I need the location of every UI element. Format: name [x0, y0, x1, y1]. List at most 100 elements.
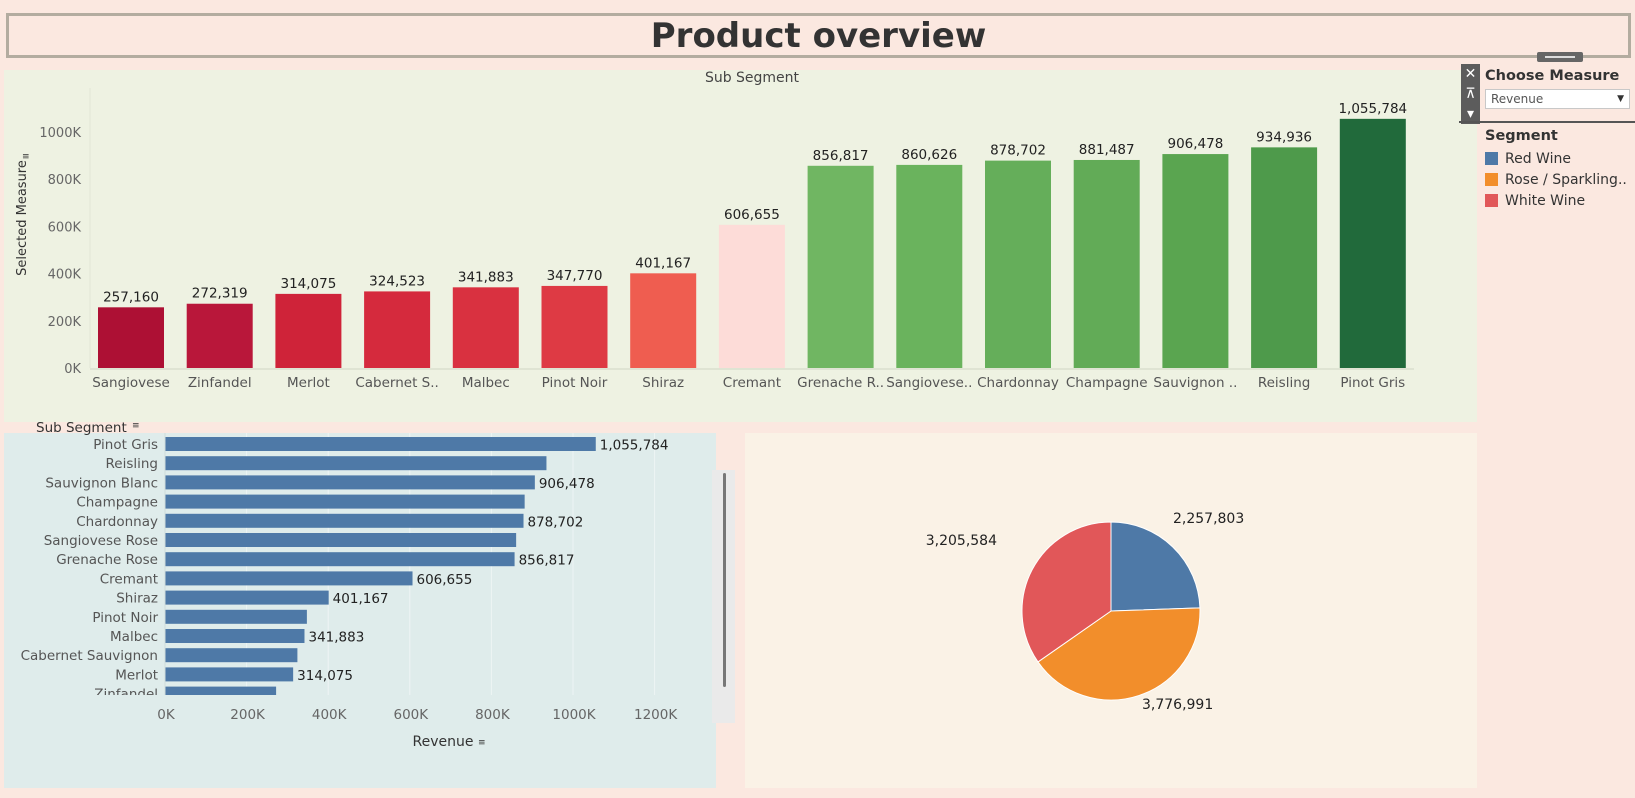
category-label: Chardonnay	[76, 514, 158, 530]
data-label: 401,167	[635, 255, 691, 271]
bar-chart-scroll-thumb[interactable]	[723, 473, 726, 687]
column-bar[interactable]	[896, 164, 963, 368]
legend-label: Red Wine	[1505, 150, 1571, 167]
category-label: Sangiovese Rose	[44, 533, 158, 549]
chart-title: Sub Segment	[705, 70, 800, 86]
category-label: Malbec	[110, 629, 158, 645]
legend-item-white-wine[interactable]: White Wine	[1485, 190, 1627, 211]
data-label: 606,655	[417, 572, 473, 588]
revenue-bar[interactable]	[165, 494, 525, 509]
revenue-bar-chart-panel: Sub Segment ≡ Pinot Gris 1,055,784 Reisling S…	[4, 420, 716, 788]
dropdown-icon[interactable]: ▾	[1466, 106, 1475, 122]
column-bar[interactable]	[630, 273, 697, 368]
revenue-bar-chart[interactable]: Sub Segment ≡ Pinot Gris 1,055,784 Reisling S…	[4, 420, 716, 788]
pie-slice[interactable]	[1110, 521, 1201, 612]
x-tick-label: 800K	[475, 707, 511, 723]
revenue-bar[interactable]	[165, 475, 535, 490]
column-bar[interactable]	[985, 160, 1051, 368]
column-bar[interactable]	[275, 293, 342, 368]
close-icon[interactable]: ✕	[1464, 66, 1477, 82]
x-tick-label: Pinot Gris	[1340, 375, 1405, 391]
column-bar[interactable]	[1251, 147, 1318, 368]
data-label: 856,817	[519, 553, 575, 569]
filter-toolbar: ✕ ⊼ ▾	[1461, 64, 1480, 124]
y-tick-label: 0K	[64, 362, 81, 377]
pie-slice[interactable]	[1037, 607, 1201, 701]
x-tick-label: Zinfandel	[188, 375, 252, 391]
pie-slice[interactable]	[1021, 521, 1112, 663]
x-tick-label: Merlot	[287, 375, 330, 391]
y-axis-label: Selected Measure	[15, 160, 30, 276]
data-label: 347,770	[547, 268, 603, 284]
revenue-bar[interactable]	[165, 571, 413, 586]
x-tick-label: 600K	[393, 707, 429, 723]
segment-legend: Segment Red Wine Rose / Sparkling.. Whit…	[1485, 128, 1627, 211]
data-label: 1,055,784	[600, 438, 669, 454]
data-label: 341,883	[308, 630, 364, 646]
column-bar[interactable]	[541, 285, 608, 368]
x-tick-label: 400K	[312, 707, 348, 723]
data-label: 606,655	[724, 207, 780, 223]
pin-icon[interactable]: ⊼	[1465, 86, 1476, 102]
legend-label: Rose / Sparkling..	[1505, 171, 1627, 188]
y-tick-label: 800K	[48, 173, 82, 188]
drag-handle[interactable]	[1537, 52, 1583, 62]
x-tick-label: Grenache R..	[797, 375, 884, 391]
x-tick-label: Cabernet S..	[355, 375, 439, 391]
dashboard-title-bar: Product overview	[6, 13, 1631, 58]
column-bar[interactable]	[1073, 159, 1140, 368]
category-label: Grenache Rose	[56, 552, 158, 568]
column-bar[interactable]	[452, 287, 519, 368]
y-tick-label: 400K	[48, 268, 82, 283]
x-tick-label: Reisling	[1258, 375, 1311, 391]
legend-label: White Wine	[1505, 192, 1586, 209]
revenue-bar[interactable]	[165, 609, 307, 624]
x-tick-label: Shiraz	[642, 375, 684, 391]
axis-background	[4, 695, 716, 788]
column-bar[interactable]	[1162, 154, 1229, 368]
x-tick-label: Cremant	[723, 375, 781, 391]
data-label: 314,075	[297, 668, 353, 684]
pie-data-label: 3,205,584	[926, 533, 997, 549]
sub-segment-column-chart[interactable]: Sub Segment Selected Measure≡ 0K 200K 400K 60…	[4, 70, 1477, 422]
x-tick-label: Champagne	[1066, 375, 1148, 391]
data-label: 878,702	[528, 514, 584, 530]
x-tick-label: Pinot Noir	[542, 375, 608, 391]
segment-pie-chart[interactable]: 2,257,803 3,776,991 3,205,584	[745, 433, 1477, 788]
revenue-bar[interactable]	[165, 667, 294, 682]
column-bar[interactable]	[1339, 118, 1406, 368]
data-label: 906,478	[539, 476, 595, 492]
category-label: Champagne	[76, 495, 158, 511]
column-bar[interactable]	[186, 303, 253, 368]
x-tick-label: 1000K	[552, 707, 596, 723]
revenue-bar[interactable]	[165, 456, 547, 471]
sort-icon: ≡	[132, 421, 140, 431]
revenue-bar[interactable]	[165, 552, 515, 567]
column-bar[interactable]	[98, 307, 164, 368]
data-label: 878,702	[990, 143, 1046, 159]
revenue-bar[interactable]	[165, 590, 329, 605]
revenue-bar[interactable]	[165, 513, 524, 528]
category-label: Cremant	[100, 571, 158, 587]
legend-item-red-wine[interactable]: Red Wine	[1485, 148, 1627, 169]
revenue-bar[interactable]	[165, 437, 596, 451]
column-bar[interactable]	[807, 165, 874, 368]
revenue-bar[interactable]	[165, 533, 517, 547]
data-label: 906,478	[1167, 136, 1223, 152]
x-tick-label: 1200K	[634, 707, 678, 723]
revenue-bar[interactable]	[165, 648, 298, 663]
category-label: Reisling	[106, 456, 159, 472]
y-tick-label: 200K	[48, 315, 82, 330]
category-label: Cabernet Sauvignon	[21, 648, 158, 664]
legend-swatch	[1485, 173, 1498, 186]
legend-item-rose-sparkling[interactable]: Rose / Sparkling..	[1485, 169, 1627, 190]
column-bar[interactable]	[718, 224, 785, 368]
data-label: 1,055,784	[1338, 101, 1407, 117]
sort-icon: ≡	[478, 738, 486, 748]
column-bar[interactable]	[364, 291, 431, 368]
measure-select[interactable]: Revenue ▼	[1485, 89, 1630, 109]
revenue-bar[interactable]	[165, 629, 305, 643]
x-tick-label: 200K	[230, 707, 266, 723]
x-tick-label: Sauvignon ..	[1153, 375, 1237, 391]
sort-icon: ≡	[22, 152, 30, 162]
